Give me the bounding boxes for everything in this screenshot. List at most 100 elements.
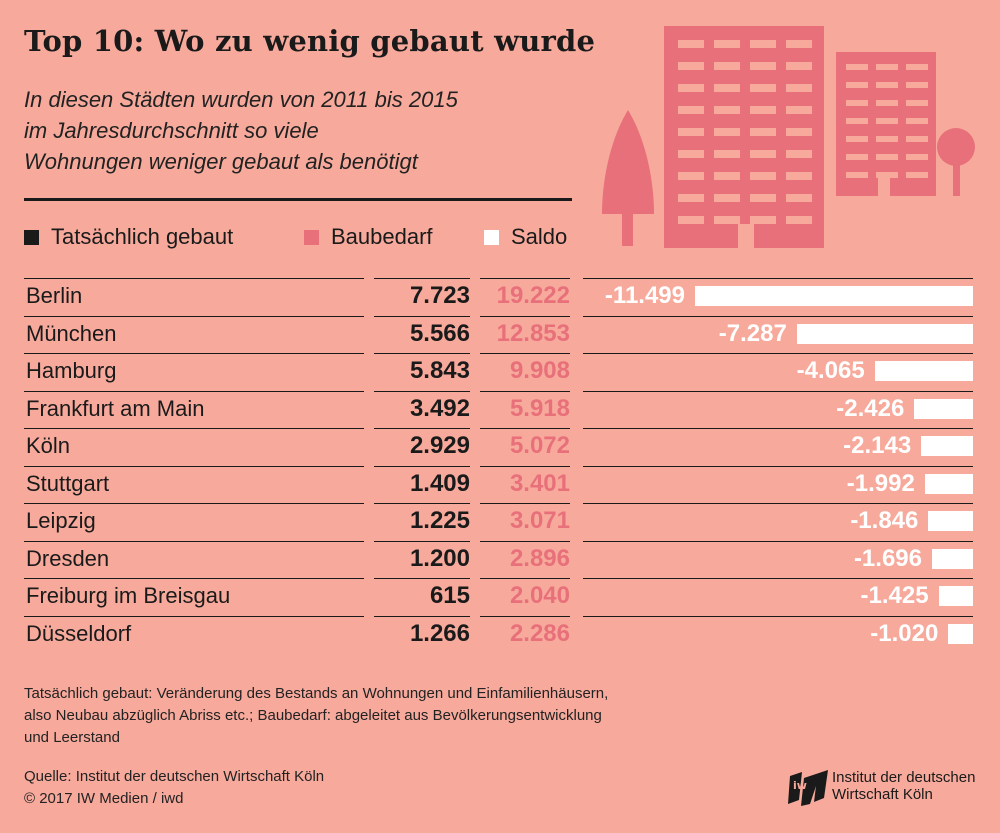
footnote-line: Tatsächlich gebaut: Veränderung des Best… (24, 685, 609, 702)
building-window (876, 100, 898, 106)
building-window (750, 150, 776, 158)
saldo-value: -7.287 (718, 319, 787, 347)
row-divider (583, 315, 973, 317)
saldo-bar (931, 548, 973, 569)
building-window (714, 40, 740, 48)
subtitle-line: In diesen Städten wurden von 2011 bis 20… (24, 87, 458, 112)
built-value: 1.200 (409, 544, 470, 572)
city-label: Frankfurt am Main (26, 395, 205, 421)
subtitle-line: im Jahresdurchschnitt so viele (24, 118, 319, 143)
row-divider (480, 315, 570, 317)
iw-logo: iw Institut der deutschen Wirtschaft Köl… (788, 768, 988, 808)
building-window (786, 62, 812, 70)
building-window (906, 64, 928, 70)
building-window (846, 118, 868, 124)
title-divider (24, 198, 572, 201)
row-divider (24, 278, 364, 279)
saldo-value: -1.846 (850, 507, 919, 534)
need-value: 9.908 (509, 357, 570, 384)
building-window (786, 128, 812, 136)
need-value: 2.286 (509, 619, 570, 647)
building-window (678, 62, 704, 70)
city-label: Dresden (26, 545, 110, 571)
built-value: 1.409 (409, 469, 470, 497)
building-window (750, 84, 776, 92)
building-window (846, 82, 868, 88)
building-window (678, 128, 704, 136)
building-window (876, 82, 898, 88)
building-window (876, 154, 898, 160)
legend-label-need: Baubedarf (331, 224, 433, 249)
row-divider (583, 390, 973, 392)
need-value: 2.896 (509, 544, 570, 572)
need-value: 19.222 (496, 282, 570, 309)
saldo-bar (874, 361, 973, 381)
round-tree-trunk (953, 164, 960, 196)
need-value: 3.401 (509, 469, 570, 497)
city-label: Stuttgart (26, 470, 110, 496)
footnote-line: und Leerstand (24, 729, 120, 746)
building-window (786, 84, 812, 92)
legend-label-balance: Saldo (511, 224, 568, 249)
saldo-bar (924, 473, 973, 494)
row-divider (480, 390, 570, 392)
building-door (738, 224, 754, 248)
row-divider (480, 428, 570, 429)
row-divider (374, 390, 470, 392)
built-value: 615 (429, 582, 470, 609)
logo-line: Institut der deutschen (832, 769, 976, 786)
table-row: Hamburg 5.843 9.908 -4.065 (0, 353, 1000, 391)
row-divider (24, 390, 364, 392)
building-window (750, 62, 776, 70)
legend-swatch-balance (484, 229, 499, 245)
saldo-value: -1.020 (870, 619, 939, 647)
source: Quelle: Institut der deutschen Wirtschaf… (24, 766, 324, 810)
building-window (714, 194, 740, 202)
city-label: Köln (26, 433, 71, 458)
building-window (906, 118, 928, 124)
saldo-bar (928, 511, 973, 531)
row-divider (583, 540, 973, 542)
need-value: 5.072 (509, 432, 570, 459)
row-divider (24, 540, 364, 542)
row-divider (480, 615, 570, 617)
logo-line: Wirtschaft Köln (832, 786, 933, 803)
building-window (678, 216, 704, 224)
row-divider (583, 278, 973, 279)
footnote-line: also Neubau abzüglich Abriss etc.; Baube… (24, 707, 602, 724)
city-label: Freiburg im Breisgau (26, 583, 231, 608)
need-value: 2.040 (509, 582, 570, 609)
building-window (678, 106, 704, 114)
row-divider (583, 353, 973, 354)
row-divider (24, 353, 364, 354)
building-window (750, 216, 776, 224)
saldo-bar (921, 436, 973, 456)
built-value: 1.266 (409, 619, 470, 647)
legend-balance: Saldo (484, 224, 567, 250)
city-label: Leipzig (26, 508, 96, 533)
building-window (714, 172, 740, 180)
need-value: 12.853 (496, 319, 570, 347)
row-divider (374, 578, 470, 579)
saldo-value: -2.426 (836, 394, 905, 422)
built-value: 5.843 (409, 357, 470, 384)
saldo-value: -1.425 (860, 582, 929, 609)
built-value: 1.225 (409, 507, 470, 534)
building-window (714, 106, 740, 114)
row-divider (480, 578, 570, 579)
building-window (714, 128, 740, 136)
building-window (846, 100, 868, 106)
building-window (906, 82, 928, 88)
building-window (678, 40, 704, 48)
round-tree (937, 128, 975, 166)
saldo-value: -1.696 (853, 544, 922, 572)
short-building (836, 52, 936, 196)
legend-swatch-need (304, 229, 319, 245)
row-divider (374, 278, 470, 279)
building-window (714, 84, 740, 92)
saldo-value: -4.065 (796, 357, 865, 384)
building-window (750, 106, 776, 114)
table-row: Düsseldorf 1.266 2.286 -1.020 (0, 615, 1000, 654)
table-row: Freiburg im Breisgau 615 2.040 -1.425 (0, 578, 1000, 616)
saldo-bar (938, 586, 973, 606)
